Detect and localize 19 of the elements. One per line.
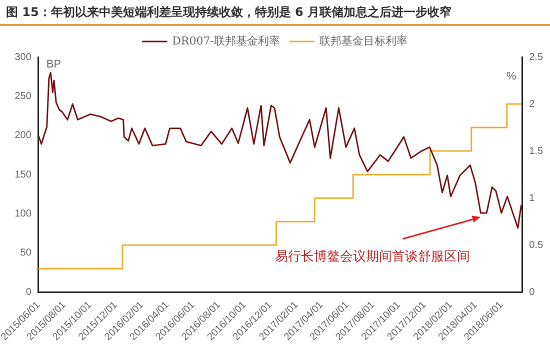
y2-tick-label: 0 — [529, 286, 536, 298]
y-tick-label: 100 — [14, 208, 32, 220]
y-tick-label: 50 — [20, 248, 32, 259]
y-tick-label: 200 — [14, 130, 32, 142]
y-axis-title: BP — [46, 58, 62, 71]
legend-label: 联邦基金目标利率 — [319, 34, 408, 48]
y-tick-label: 250 — [14, 90, 32, 102]
y-tick-label: 0 — [26, 286, 32, 298]
y2-tick-label: 1 — [529, 192, 536, 204]
y2-tick-label: 0.5 — [529, 240, 544, 251]
y2-tick-label: 2.5 — [529, 52, 544, 63]
legend-label: DR007-联邦基金利率 — [172, 34, 280, 48]
chart-title: 图 15：年初以来中美短端利差呈现持续收敛，特别是 6 月联储加息之后进一步收窄 — [0, 0, 550, 26]
y-tick-label: 150 — [14, 169, 32, 180]
annotation: 易行长博鳌会议期间首谈舒服区间 — [275, 249, 470, 264]
y2-axis-title: % — [506, 70, 516, 83]
y2-tick-label: 1.5 — [529, 146, 544, 157]
y-tick-label: 300 — [14, 52, 32, 63]
y2-tick-label: 2 — [529, 98, 536, 110]
